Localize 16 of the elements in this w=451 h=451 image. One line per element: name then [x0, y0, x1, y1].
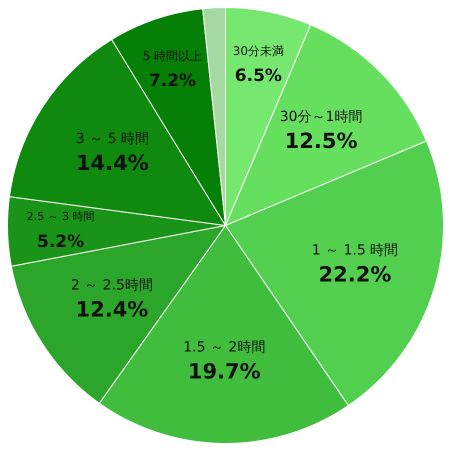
data-label: 19.7%	[188, 359, 261, 384]
slice-label: 1 ～ 1.5 時間	[312, 242, 398, 259]
data-label: 12.5%	[284, 129, 358, 154]
slice-label: 2.5 ～ 3 時間	[26, 210, 95, 224]
slice-label: 30分未満	[232, 44, 284, 58]
slice-label: 3 ～ 5 時間	[76, 130, 149, 147]
slice-label: 5 時間以上	[142, 49, 202, 64]
data-label: 22.2%	[318, 262, 392, 287]
slice-label: 30分～1時間	[280, 109, 362, 126]
data-label: 5.2%	[36, 232, 84, 252]
data-label: 14.4%	[76, 150, 149, 175]
data-label: 12.4%	[75, 297, 148, 322]
slice-label: 2 ～ 2.5時間	[70, 277, 153, 294]
slice-label: 1.5 ～ 2時間	[183, 339, 266, 356]
data-label: 6.5%	[234, 66, 282, 86]
data-label: 7.2%	[148, 71, 196, 92]
